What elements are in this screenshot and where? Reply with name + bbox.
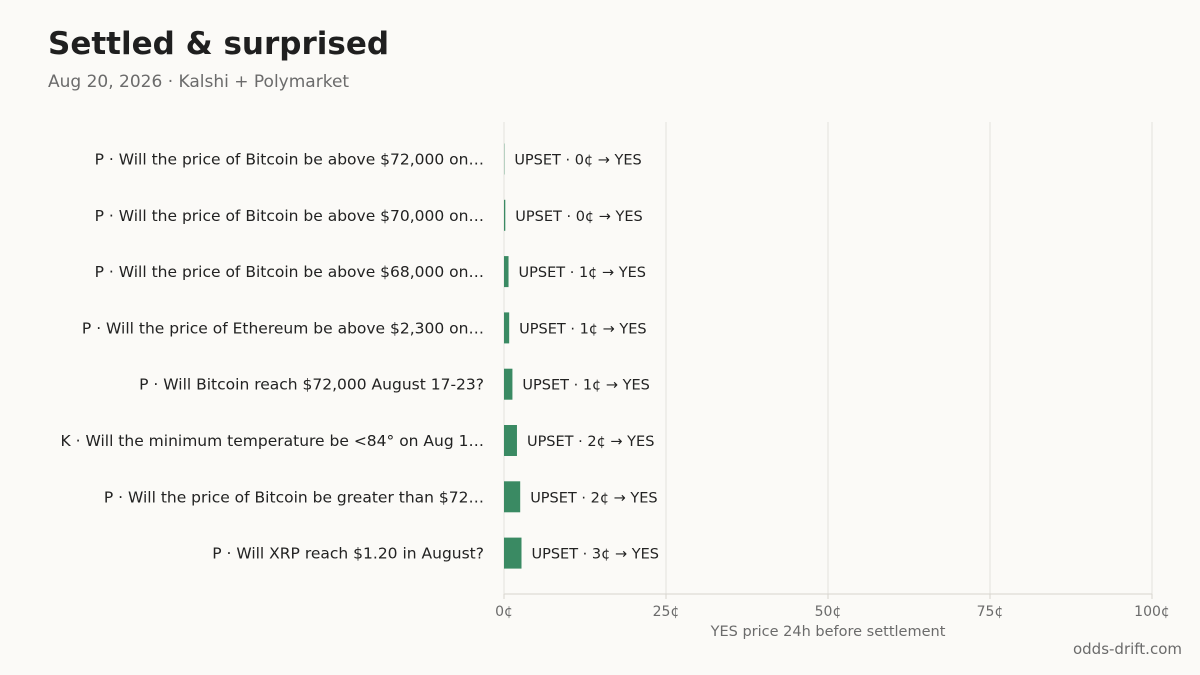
category-label: P · Will the price of Ethereum be above … [82,319,484,337]
category-label: P · Will the price of Bitcoin be greater… [104,488,484,506]
bar [504,425,517,456]
data-label: UPSET · 0¢ → YES [515,209,642,225]
category-label: P · Will the price of Bitcoin be above $… [95,207,484,225]
x-tick-label: 25¢ [653,604,680,620]
source-credit: odds-drift.com [1072,640,1182,658]
data-label: UPSET · 3¢ → YES [531,547,658,563]
x-tick-label: 75¢ [977,604,1004,620]
category-label: P · Will the price of Bitcoin be above $… [95,151,484,169]
data-label: UPSET · 1¢ → YES [519,321,646,337]
bar [504,256,509,288]
data-label: UPSET · 1¢ → YES [522,378,649,394]
bar [504,368,513,400]
bar [504,537,522,569]
data-label: UPSET · 0¢ → YES [514,153,641,169]
data-label: UPSET · 2¢ → YES [527,434,654,450]
x-tick-label: 50¢ [815,604,842,620]
data-label: UPSET · 2¢ → YES [530,490,657,506]
x-tick-label: 0¢ [495,604,513,620]
category-label: P · Will XRP reach $1.20 in August? [212,545,484,563]
bar [504,312,510,344]
data-label: UPSET · 1¢ → YES [519,265,646,281]
x-axis-label: YES price 24h before settlement [710,624,946,640]
category-label: P · Will the price of Bitcoin be above $… [95,263,484,281]
category-label: P · Will Bitcoin reach $72,000 August 17… [139,376,484,394]
x-tick-label: 100¢ [1134,604,1170,620]
chart-subtitle: Aug 20, 2026 · Kalshi + Polymarket [48,72,350,92]
bar [504,481,521,513]
bar [504,199,506,231]
category-label: K · Will the minimum temperature be <84°… [61,432,484,450]
chart-title: Settled & surprised [48,26,390,62]
